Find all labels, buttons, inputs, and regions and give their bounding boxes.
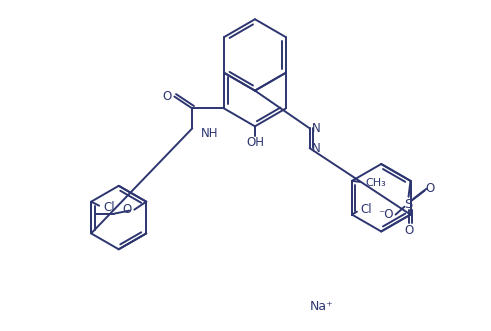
Text: OH: OH: [246, 136, 264, 149]
Text: ⁻O: ⁻O: [378, 208, 393, 221]
Text: NH: NH: [201, 127, 219, 140]
Text: O: O: [123, 203, 132, 216]
Text: O: O: [404, 224, 413, 237]
Text: N: N: [312, 122, 321, 135]
Text: S: S: [404, 198, 413, 211]
Text: O: O: [163, 90, 172, 103]
Text: CH₃: CH₃: [366, 178, 386, 188]
Text: N: N: [312, 142, 321, 155]
Text: Na⁺: Na⁺: [310, 300, 333, 313]
Text: Cl: Cl: [103, 201, 115, 214]
Text: O: O: [426, 182, 435, 195]
Text: Cl: Cl: [360, 203, 372, 216]
